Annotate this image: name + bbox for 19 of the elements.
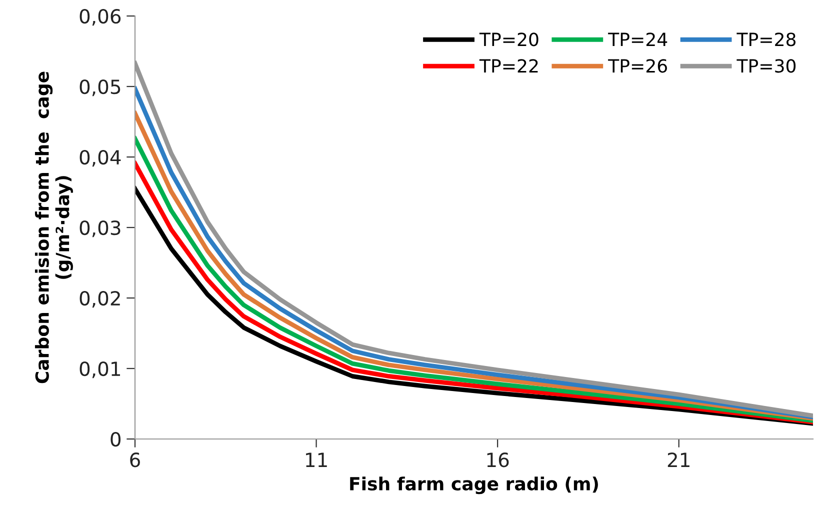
legend-label: TP=26 bbox=[608, 59, 667, 73]
x-tick-label: 21 bbox=[668, 452, 690, 467]
legend-label: TP=20 bbox=[479, 32, 538, 46]
legend-label: TP=24 bbox=[608, 32, 668, 46]
x-axis-title: Fish farm cage radio (m) bbox=[350, 476, 598, 494]
y-tick-label: 0,03 bbox=[80, 220, 120, 238]
y-tick-label: 0,06 bbox=[80, 8, 121, 26]
y-tick-label: 0 bbox=[110, 432, 121, 447]
y-tick-label: 0,01 bbox=[80, 361, 120, 378]
y-tick-label: 0,05 bbox=[80, 79, 120, 96]
x-tick-label: 16 bbox=[487, 452, 509, 468]
x-tick-label: 11 bbox=[306, 452, 327, 467]
y-tick-label: 0,04 bbox=[80, 150, 121, 167]
legend-label: TP=28 bbox=[736, 32, 796, 46]
y-tick-label: 0,02 bbox=[80, 290, 120, 308]
y-axis-title: Carbon emision from the cage (g/m²·day) bbox=[34, 72, 73, 384]
x-tick-label: 6 bbox=[130, 452, 140, 468]
legend-label: TP=30 bbox=[736, 59, 796, 73]
legend-label: TP=22 bbox=[479, 59, 538, 72]
